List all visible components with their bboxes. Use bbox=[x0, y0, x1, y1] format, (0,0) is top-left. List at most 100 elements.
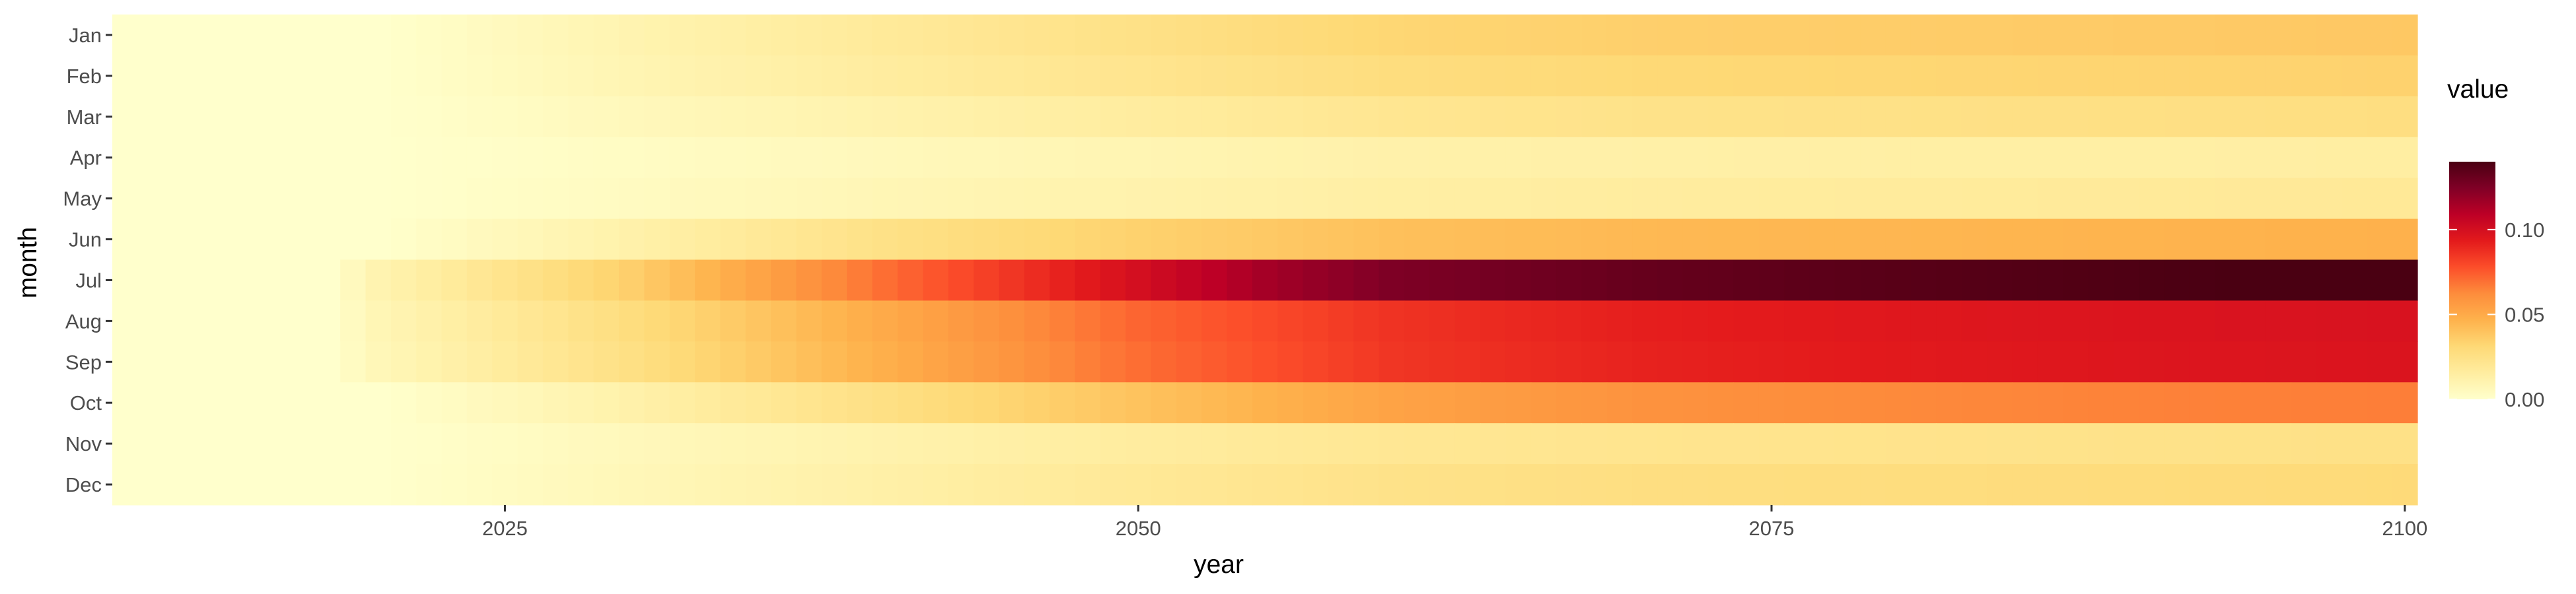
heatmap-cell-nov-2060 bbox=[1378, 423, 1405, 465]
heatmap-cell-nov-2084 bbox=[1987, 423, 2013, 465]
heatmap-cell-jan-2079 bbox=[1860, 15, 1886, 56]
heatmap-cell-nov-2061 bbox=[1404, 423, 1430, 465]
heatmap-cell-jul-2021 bbox=[390, 259, 417, 302]
heatmap-cell-nov-2074 bbox=[1733, 423, 1760, 465]
heatmap-cell-nov-2041 bbox=[897, 423, 923, 465]
heatmap-cell-jun-2080 bbox=[1885, 218, 1912, 261]
x-axis: 2025 2050 2075 2100 bbox=[482, 505, 2427, 540]
heatmap-cell-aug-2087 bbox=[2063, 300, 2089, 342]
heatmap-cell-sep-2017 bbox=[289, 341, 316, 383]
heatmap-cell-jan-2025 bbox=[492, 15, 519, 56]
heatmap-cell-aug-2061 bbox=[1404, 300, 1430, 342]
heatmap-cell-oct-2063 bbox=[1454, 382, 1481, 424]
heatmap-cell-oct-2028 bbox=[568, 382, 594, 424]
heatmap-cell-may-2095 bbox=[2265, 178, 2291, 220]
heatmap-cell-mar-2046 bbox=[1024, 96, 1050, 138]
heatmap-cell-mar-2098 bbox=[2341, 96, 2367, 138]
heatmap-cell-may-2014 bbox=[213, 178, 240, 220]
heatmap-cell-jun-2022 bbox=[416, 218, 443, 261]
heatmap-cell-mar-2049 bbox=[1100, 96, 1126, 138]
heatmap-cell-nov-2099 bbox=[2367, 423, 2393, 465]
heatmap-cell-jan-2022 bbox=[416, 15, 443, 56]
heatmap-cell-dec-2087 bbox=[2063, 464, 2089, 506]
heatmap-cell-jun-2033 bbox=[695, 218, 721, 261]
heatmap-cell-sep-2070 bbox=[1632, 341, 1659, 383]
heatmap-cell-feb-2089 bbox=[2113, 55, 2139, 97]
heatmap-cell-jun-2086 bbox=[2037, 218, 2063, 261]
heatmap-cell-nov-2016 bbox=[264, 423, 291, 465]
heatmap-cell-jul-2018 bbox=[314, 259, 341, 302]
heatmap-cell-jul-2095 bbox=[2265, 259, 2291, 302]
heatmap-cell-sep-2037 bbox=[796, 341, 822, 383]
heatmap-cell-mar-2062 bbox=[1429, 96, 1456, 138]
heatmap-cell-aug-2062 bbox=[1429, 300, 1456, 342]
heatmap-cell-feb-2018 bbox=[314, 55, 341, 97]
heatmap-cell-feb-2028 bbox=[568, 55, 594, 97]
heatmap-cell-jan-2069 bbox=[1606, 15, 1633, 56]
heatmap-cell-jan-2057 bbox=[1303, 15, 1329, 56]
heatmap-cell-apr-2052 bbox=[1176, 137, 1202, 179]
heatmap-cell-mar-2080 bbox=[1885, 96, 1912, 138]
heatmap-cell-jul-2034 bbox=[720, 259, 746, 302]
heatmap-cell-nov-2054 bbox=[1227, 423, 1253, 465]
heatmap-cell-jul-2013 bbox=[188, 259, 214, 302]
heatmap-cell-oct-2056 bbox=[1277, 382, 1304, 424]
heatmap-cell-apr-2036 bbox=[771, 137, 797, 179]
heatmap-cell-apr-2090 bbox=[2139, 137, 2165, 179]
heatmap-cell-nov-2011 bbox=[137, 423, 164, 465]
heatmap-cell-jun-2050 bbox=[1126, 218, 1152, 261]
heatmap-cell-oct-2043 bbox=[948, 382, 974, 424]
heatmap-cell-mar-2099 bbox=[2367, 96, 2393, 138]
heatmap-cell-feb-2070 bbox=[1632, 55, 1659, 97]
heatmap-cell-jan-2047 bbox=[1050, 15, 1075, 56]
heatmap-cell-feb-2036 bbox=[771, 55, 797, 97]
heatmap-cell-nov-2092 bbox=[2189, 423, 2215, 465]
heatmap-cell-oct-2012 bbox=[162, 382, 189, 424]
heatmap-cell-apr-2041 bbox=[897, 137, 923, 179]
heatmap-cell-jan-2054 bbox=[1227, 15, 1253, 56]
heatmap-cell-mar-2043 bbox=[948, 96, 974, 138]
heatmap-cell-jun-2021 bbox=[390, 218, 417, 261]
heatmap-cell-jan-2018 bbox=[314, 15, 341, 56]
heatmap-cell-jul-2010 bbox=[112, 259, 138, 302]
heatmap-cell-apr-2035 bbox=[745, 137, 771, 179]
heatmap-cell-jan-2023 bbox=[441, 15, 468, 56]
heatmap-cell-mar-2089 bbox=[2113, 96, 2139, 138]
heatmap-cell-may-2088 bbox=[2088, 178, 2114, 220]
heatmap-cell-may-2033 bbox=[695, 178, 721, 220]
heatmap-cell-may-2098 bbox=[2341, 178, 2367, 220]
heatmap-cell-oct-2074 bbox=[1733, 382, 1760, 424]
heatmap-cell-mar-2038 bbox=[821, 96, 847, 138]
heatmap-cell-nov-2085 bbox=[2012, 423, 2038, 465]
heatmap-cell-jan-2071 bbox=[1657, 15, 1684, 56]
heatmap-cell-jan-2041 bbox=[897, 15, 923, 56]
heatmap-cell-aug-2096 bbox=[2291, 300, 2317, 342]
heatmap-cell-nov-2087 bbox=[2063, 423, 2089, 465]
heatmap-cell-jul-2085 bbox=[2012, 259, 2038, 302]
heatmap-cell-jul-2057 bbox=[1303, 259, 1329, 302]
heatmap-cell-jan-2033 bbox=[695, 15, 721, 56]
heatmap-cell-jun-2014 bbox=[213, 218, 240, 261]
heatmap-cell-jun-2040 bbox=[872, 218, 898, 261]
heatmap-cell-mar-2067 bbox=[1556, 96, 1582, 138]
heatmap-cell-apr-2061 bbox=[1404, 137, 1430, 179]
heatmap-cell-nov-2020 bbox=[365, 423, 392, 465]
heatmap-cell-may-2059 bbox=[1353, 178, 1380, 220]
heatmap-cell-dec-2023 bbox=[441, 464, 468, 506]
heatmap-cell-mar-2014 bbox=[213, 96, 240, 138]
heatmap-cell-may-2092 bbox=[2189, 178, 2215, 220]
heatmap-cell-apr-2038 bbox=[821, 137, 847, 179]
heatmap-cell-feb-2011 bbox=[137, 55, 164, 97]
heatmap-cell-nov-2058 bbox=[1328, 423, 1354, 465]
heatmap-cell-nov-2050 bbox=[1126, 423, 1152, 465]
heatmap-cell-nov-2040 bbox=[872, 423, 898, 465]
heatmap-cell-aug-2070 bbox=[1632, 300, 1659, 342]
heatmap-cell-aug-2066 bbox=[1530, 300, 1557, 342]
heatmap-cell-jun-2063 bbox=[1454, 218, 1481, 261]
heatmap-cell-aug-2059 bbox=[1353, 300, 1380, 342]
heatmap-cell-mar-2076 bbox=[1784, 96, 1810, 138]
heatmap-cell-jan-2011 bbox=[137, 15, 164, 56]
heatmap-cell-aug-2079 bbox=[1860, 300, 1886, 342]
heatmap-cell-may-2061 bbox=[1404, 178, 1430, 220]
